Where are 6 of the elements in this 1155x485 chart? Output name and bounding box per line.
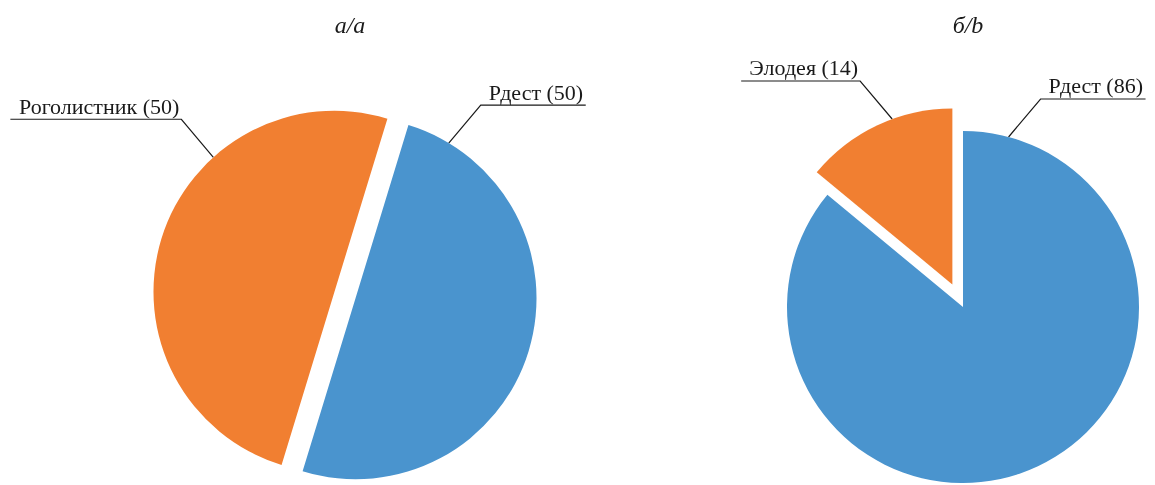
- slice-label: Рдест (50): [488, 79, 584, 105]
- chart-title: б/b: [952, 12, 984, 38]
- chart-title: а/a: [334, 12, 366, 38]
- slice-label: Рдест (86): [1048, 73, 1143, 99]
- slice-label: Роголистник (50): [18, 93, 180, 119]
- slice-label: Элодея (14): [749, 55, 859, 81]
